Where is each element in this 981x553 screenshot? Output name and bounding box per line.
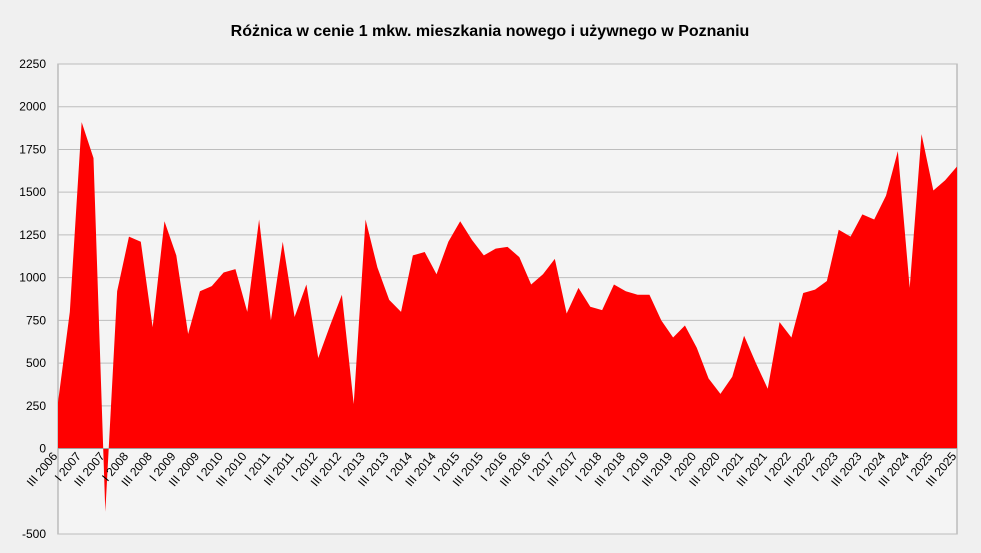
area: [58, 122, 957, 512]
y-tick-label: 2000: [19, 100, 46, 114]
chart-title: Różnica w cenie 1 mkw. mieszkania nowego…: [231, 23, 750, 40]
y-tick-label: 1000: [19, 271, 46, 285]
y-tick-label: 500: [26, 356, 46, 370]
y-tick-label: 2250: [19, 57, 46, 71]
y-tick-label: 750: [26, 313, 46, 327]
y-tick-label: 1500: [19, 185, 46, 199]
y-tick-label: -500: [22, 527, 46, 541]
y-tick-label: 1250: [19, 228, 46, 242]
y-tick-label: 0: [39, 442, 46, 456]
y-tick-label: 250: [26, 399, 46, 413]
y-tick-label: 1750: [19, 142, 46, 156]
